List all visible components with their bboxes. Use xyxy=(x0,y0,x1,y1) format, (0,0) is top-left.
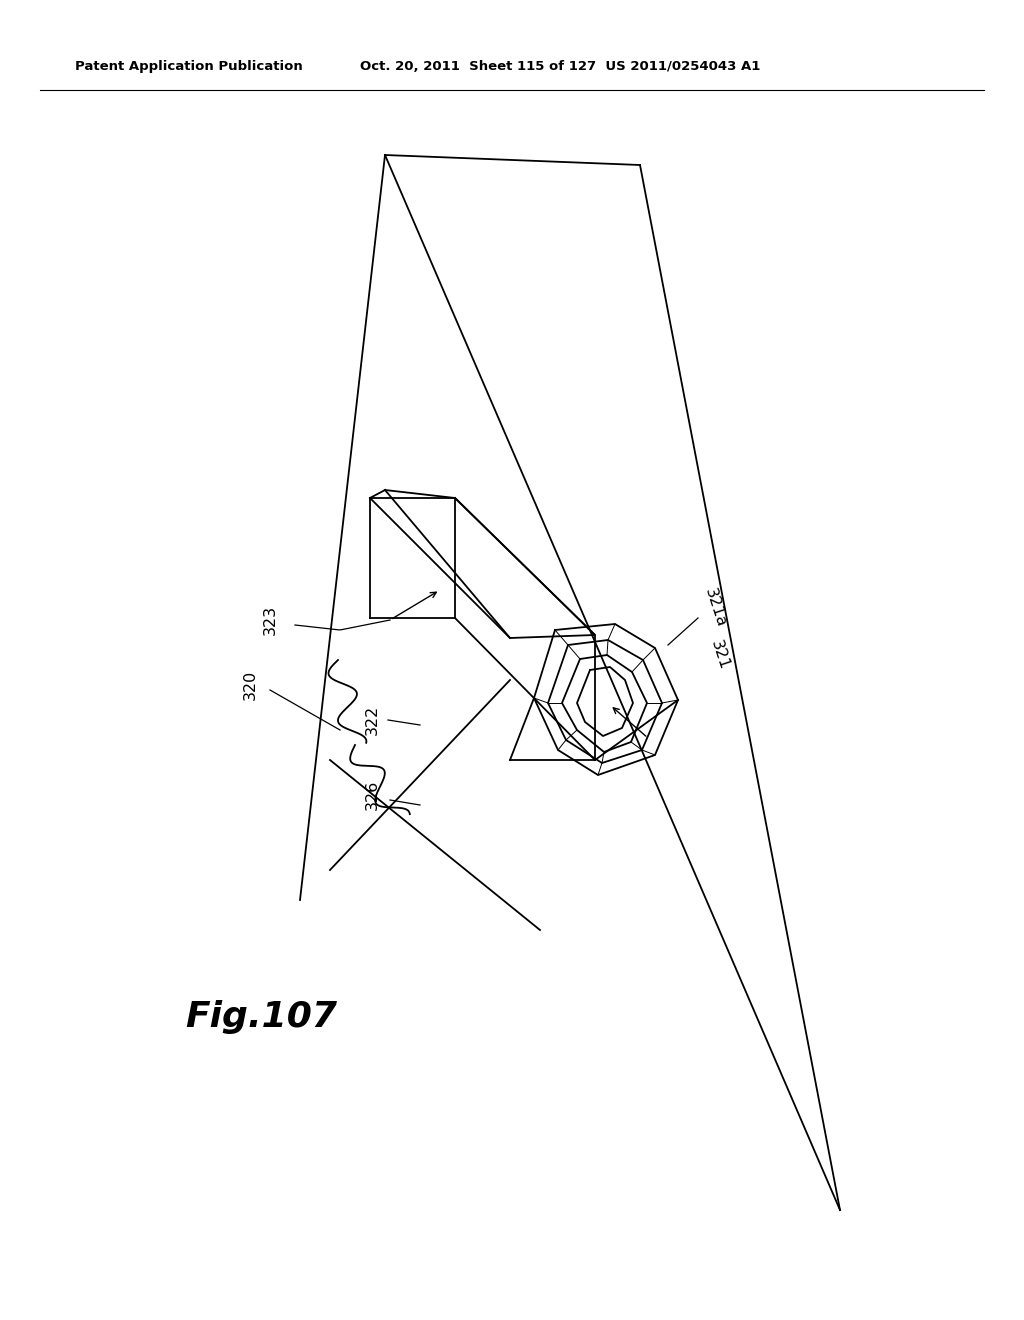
Text: Fig.107: Fig.107 xyxy=(185,1001,337,1034)
Text: 326: 326 xyxy=(365,780,380,810)
Text: Oct. 20, 2011  Sheet 115 of 127  US 2011/0254043 A1: Oct. 20, 2011 Sheet 115 of 127 US 2011/0… xyxy=(360,59,761,73)
Text: 321a: 321a xyxy=(702,586,729,630)
Text: 323: 323 xyxy=(263,605,278,635)
Text: Patent Application Publication: Patent Application Publication xyxy=(75,59,303,73)
Text: 322: 322 xyxy=(365,705,380,735)
Text: 320: 320 xyxy=(243,669,258,700)
Text: 321: 321 xyxy=(708,639,732,672)
